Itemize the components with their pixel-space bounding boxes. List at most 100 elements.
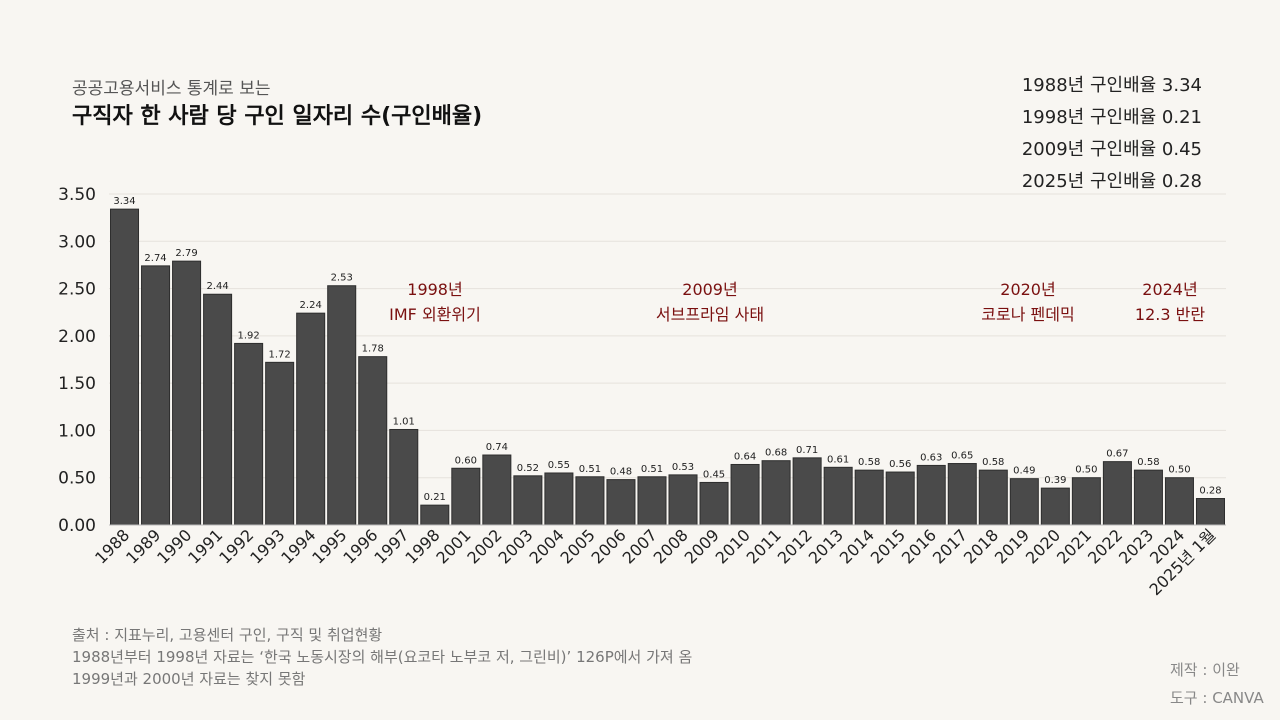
x-tick-label: 1995	[308, 525, 350, 567]
bar-value-label: 0.67	[1106, 449, 1128, 460]
bar	[637, 476, 667, 526]
bar-value-label: 0.65	[951, 451, 973, 462]
bar-value-label: 2.74	[144, 253, 166, 264]
x-tick-label: 2006	[588, 525, 630, 567]
bar-value-label: 0.50	[1075, 465, 1097, 476]
bar-value-label: 0.56	[889, 459, 911, 470]
bar	[1102, 461, 1132, 526]
y-tick-label: 0.50	[58, 469, 96, 489]
bar	[327, 285, 357, 526]
x-tick-label: 2022	[1084, 525, 1126, 567]
bar	[761, 460, 791, 526]
source-note: 출처 : 지표누리, 고용센터 구인, 구직 및 취업현황	[72, 626, 383, 644]
x-tick-label: 1997	[370, 525, 412, 567]
bar	[823, 466, 853, 526]
x-tick-label: 1990	[153, 525, 195, 567]
bar	[575, 476, 605, 526]
x-tick-label: 2011	[743, 525, 785, 567]
x-tick-label: 1988	[91, 525, 133, 567]
bar	[234, 342, 264, 526]
x-tick-label: 2003	[494, 525, 536, 567]
bar	[947, 463, 977, 526]
x-tick-label: 1992	[215, 525, 257, 567]
event-annotation-label: 12.3 반란	[1135, 305, 1205, 324]
y-tick-label: 0.00	[58, 516, 96, 536]
summary-2025: 2025년 구인배율 0.28	[1021, 171, 1202, 192]
bar	[358, 356, 388, 526]
tool-credit: 도구 : CANVA	[1170, 689, 1264, 707]
bar	[296, 312, 326, 526]
event-annotation-year: 2024년	[1142, 280, 1197, 299]
x-tick-label: 2020	[1022, 525, 1064, 567]
event-annotation-year: 2020년	[1000, 280, 1055, 299]
bar	[1133, 469, 1163, 526]
x-tick-label: 2016	[898, 525, 940, 567]
bar-value-label: 0.74	[486, 442, 508, 453]
bar	[730, 463, 760, 526]
bar	[792, 457, 822, 526]
bar-value-label: 0.64	[734, 451, 756, 462]
bar	[978, 469, 1008, 526]
x-tick-label: 2021	[1053, 525, 1095, 567]
x-tick-label: 2018	[960, 525, 1002, 567]
event-annotation-label: IMF 외환위기	[389, 305, 481, 324]
x-tick-label: 1991	[184, 525, 226, 567]
bar	[172, 260, 202, 526]
bar-value-label: 0.48	[610, 467, 632, 478]
bar	[1040, 487, 1070, 526]
x-tick-label: 2012	[774, 525, 816, 567]
x-tick-label: 2005	[557, 525, 599, 567]
bar	[885, 471, 915, 526]
x-tick-label: 1994	[277, 525, 319, 567]
bar	[916, 464, 946, 526]
bar-value-label: 0.71	[796, 445, 818, 456]
x-tick-label: 1989	[122, 525, 164, 567]
x-tick-label: 2023	[1115, 525, 1157, 567]
bar-value-label: 0.68	[765, 448, 787, 459]
bar	[389, 428, 419, 526]
bar-value-label: 0.55	[548, 460, 570, 471]
bar-value-label: 2.53	[331, 273, 353, 284]
bar-value-label: 0.39	[1044, 475, 1066, 486]
bar	[854, 469, 884, 526]
missing-data-note: 1999년과 2000년 자료는 찾지 못함	[72, 670, 306, 688]
bar-value-label: 2.79	[175, 248, 197, 259]
x-tick-label: 2019	[991, 525, 1033, 567]
x-tick-label: 2004	[526, 525, 568, 567]
bar-value-label: 0.58	[982, 457, 1004, 468]
bar-value-label: 1.78	[362, 344, 384, 355]
summary-2009: 2009년 구인배율 0.45	[1021, 139, 1202, 160]
event-annotation-label: 코로나 펜데믹	[981, 305, 1074, 324]
x-tick-label: 1998	[401, 525, 443, 567]
footer-notes: 출처 : 지표누리, 고용센터 구인, 구직 및 취업현황 1988년부터 19…	[72, 624, 692, 690]
credits: 제작 : 이완 도구 : CANVA	[1170, 656, 1264, 712]
bar-value-label: 0.51	[641, 464, 663, 475]
x-tick-label: 1993	[246, 525, 288, 567]
bar	[110, 208, 140, 526]
bar-value-label: 1.92	[237, 330, 259, 341]
bar-value-label: 0.60	[455, 455, 477, 466]
summary-1988: 1988년 구인배율 3.34	[1021, 75, 1202, 96]
bar-value-label: 2.24	[300, 300, 322, 311]
y-tick-label: 3.50	[58, 185, 96, 205]
bar	[420, 504, 450, 526]
bar	[203, 293, 233, 526]
bar	[513, 475, 543, 526]
x-tick-label: 2007	[619, 525, 661, 567]
x-tick-label: 2008	[650, 525, 692, 567]
event-annotation-label: 서브프라임 사태	[656, 305, 764, 324]
bar	[265, 361, 295, 526]
bar-value-label: 1.72	[269, 349, 291, 360]
bar-value-label: 0.61	[827, 454, 849, 465]
bar	[451, 467, 481, 526]
x-tick-label: 2015	[867, 525, 909, 567]
bar-value-label: 0.63	[920, 452, 942, 463]
bar-value-label: 0.51	[579, 464, 601, 475]
x-tick-label: 2014	[836, 525, 878, 567]
bar	[1195, 498, 1225, 526]
bar	[606, 479, 636, 526]
summary-box: 1988년 구인배율 3.34 1998년 구인배율 0.21 2009년 구인…	[1022, 70, 1202, 198]
data-origin-note: 1988년부터 1998년 자료는 ‘한국 노동시장의 해부(요코타 노부코 저…	[72, 648, 693, 666]
bar-value-label: 0.58	[1137, 457, 1159, 468]
bar	[141, 265, 171, 526]
